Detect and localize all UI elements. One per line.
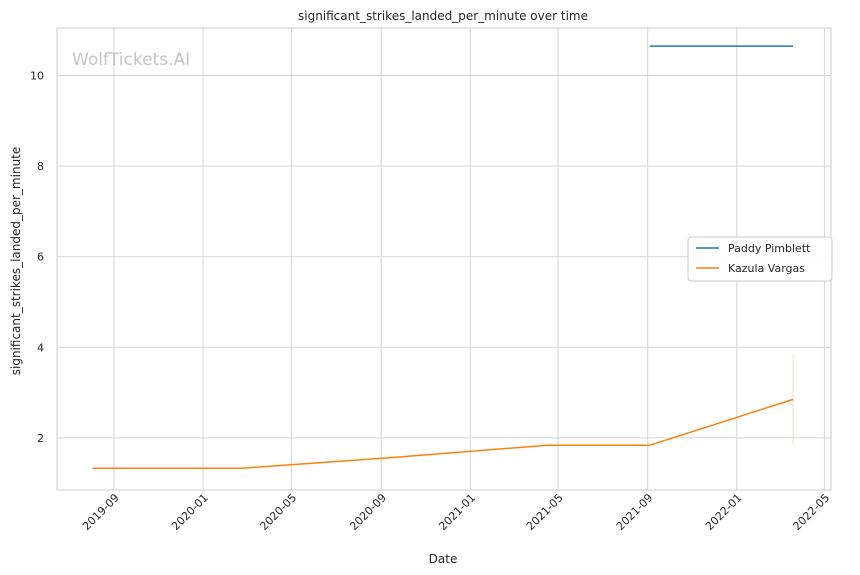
grid (57, 28, 831, 490)
series-layer (92, 45, 794, 470)
y-axis-title: significant_strikes_landed_per_minute (9, 147, 23, 376)
legend-label-kazula-vargas: Kazula Vargas (728, 262, 805, 275)
watermark: WolfTickets.AI (72, 50, 190, 70)
y-axis-ticks: 2 4 6 8 10 (30, 70, 44, 445)
y-tick-label: 4 (37, 341, 44, 354)
y-tick-label: 6 (37, 251, 44, 264)
legend-label-paddy-pimblett: Paddy Pimblett (728, 242, 811, 255)
legend-box (687, 236, 833, 282)
y-tick-label: 8 (37, 160, 44, 173)
y-tick-label: 2 (37, 432, 44, 445)
legend: Paddy Pimblett Kazula Vargas (687, 236, 833, 282)
series-line-kazula-vargas (92, 398, 794, 470)
y-tick-label: 10 (30, 70, 44, 83)
x-axis-title: Date (429, 552, 458, 566)
chart-title: significant_strikes_landed_per_minute ov… (298, 9, 588, 23)
